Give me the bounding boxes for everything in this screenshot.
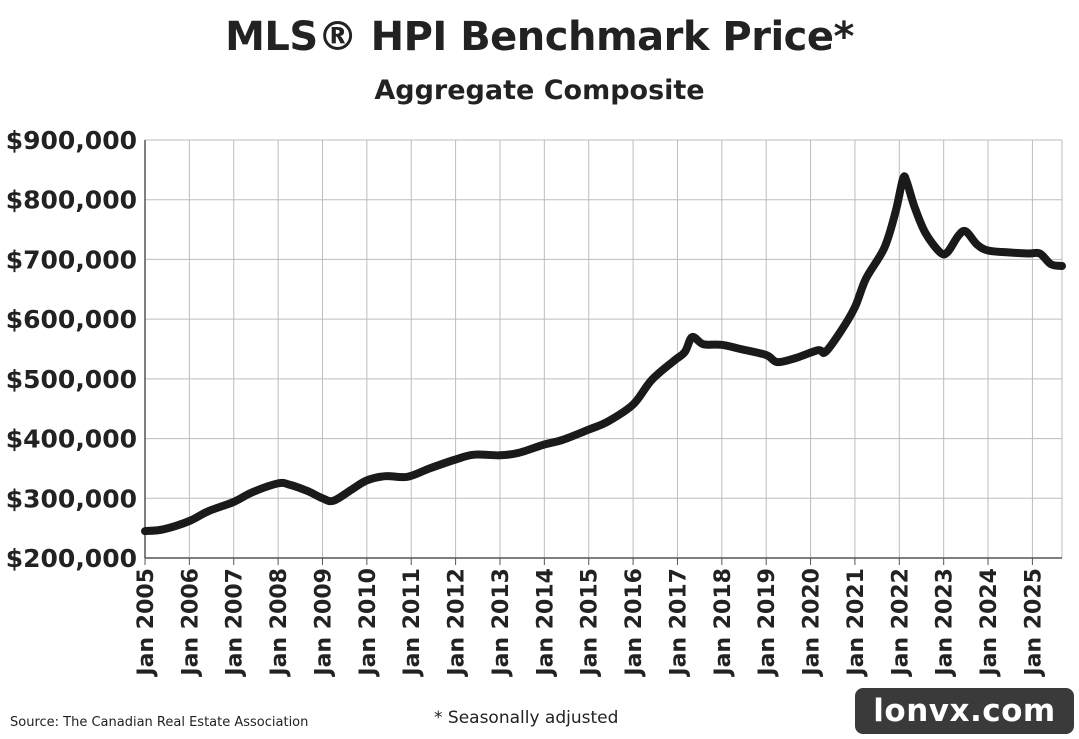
footnote: * Seasonally adjusted: [434, 708, 619, 728]
x-tick-label: Jan 2014: [533, 568, 558, 678]
y-tick-label: $600,000: [6, 305, 137, 334]
x-tick-label: Jan 2007: [223, 568, 248, 678]
x-tick-label: Jan 2008: [267, 568, 292, 678]
x-tick-label: Jan 2011: [400, 568, 425, 678]
source-note: Source: The Canadian Real Estate Associa…: [10, 715, 309, 730]
y-tick-label: $700,000: [6, 245, 137, 274]
x-tick-label: Jan 2012: [445, 568, 470, 678]
x-tick-label: Jan 2006: [178, 568, 203, 678]
y-tick-label: $200,000: [6, 544, 137, 573]
x-tick-label: Jan 2013: [489, 568, 514, 678]
chart-title: MLS® HPI Benchmark Price*: [225, 14, 854, 60]
x-tick-label: Jan 2015: [578, 568, 603, 678]
x-tick-label: Jan 2019: [755, 568, 780, 678]
x-tick-label: Jan 2024: [977, 568, 1002, 678]
axes: [144, 140, 1062, 565]
x-tick-label: Jan 2023: [933, 568, 958, 678]
x-tick-label: Jan 2018: [711, 568, 736, 678]
chart-subtitle: Aggregate Composite: [374, 75, 705, 106]
x-tick-label: Jan 2021: [844, 568, 869, 678]
x-tick-label: Jan 2005: [134, 568, 159, 678]
x-tick-label: Jan 2025: [1021, 568, 1046, 678]
y-tick-label: $800,000: [6, 186, 137, 215]
x-tick-label: Jan 2016: [622, 568, 647, 678]
x-tick-label: Jan 2017: [666, 568, 691, 678]
watermark-badge: lonvx.com: [855, 688, 1074, 734]
x-tick-label: Jan 2010: [356, 568, 381, 678]
series: [141, 172, 1066, 536]
x-tick-label: Jan 2020: [800, 568, 825, 678]
x-tick-label: Jan 2009: [311, 568, 336, 678]
y-tick-label: $400,000: [6, 425, 137, 454]
x-tick-label: Jan 2022: [888, 568, 913, 678]
tick-labels: $200,000 $300,000 $400,000 $500,000 $600,000…: [6, 126, 1047, 678]
y-tick-label: $900,000: [6, 126, 137, 155]
y-tick-label: $300,000: [6, 484, 137, 513]
y-tick-label: $500,000: [6, 365, 137, 394]
grid: [145, 139, 1063, 558]
benchmark-price-line: [141, 172, 1066, 536]
